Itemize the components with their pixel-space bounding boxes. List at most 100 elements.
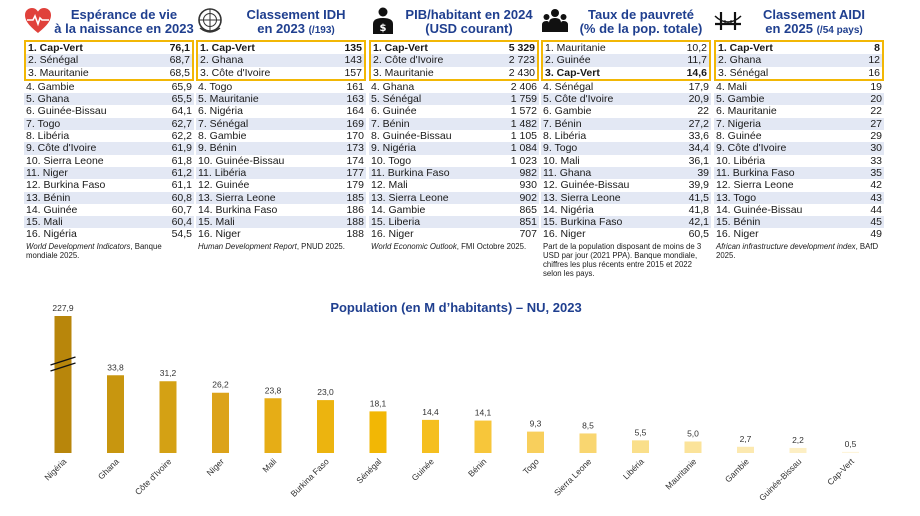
data-label: 9,3 — [530, 419, 542, 429]
panel-title: Classement IDH en 2023 (/193) — [226, 8, 366, 38]
ranking-row: 16. Niger 49 — [714, 228, 884, 241]
ranking-country: 6. Guinée — [371, 105, 417, 118]
category-label: Cap-Vert — [825, 456, 856, 487]
bar-togo — [527, 431, 544, 453]
category-label: Guinée — [409, 456, 436, 483]
ranking-country: 5. Mauritanie — [198, 93, 259, 106]
ranking-country: 9. Bénin — [198, 142, 237, 155]
ranking-row: 8. Guinée 29 — [714, 130, 884, 143]
category-label: Burkina Faso — [288, 456, 331, 499]
ranking-list: 4. Gambie 65,9 5. Ghana 65,5 6. Guinée-Bissa… — [24, 80, 194, 241]
ranking-row: 9. Bénin 173 — [196, 142, 366, 155]
ranking-country: 15. Mali — [198, 216, 235, 229]
ranking-country: 7. Sénégal — [198, 117, 249, 130]
panel-header: $ PIB/habitant en 2024 (USD courant) — [369, 4, 539, 40]
ranking-value: 34,4 — [688, 142, 709, 155]
ranking-value: 185 — [346, 191, 364, 204]
panel-header: Taux de pauvreté (% de la pop. totale) — [541, 4, 711, 40]
ranking-value: 22 — [870, 105, 882, 118]
ranking-value: 30 — [870, 142, 882, 155]
ranking-country: 4. Gambie — [26, 80, 75, 93]
source-text: , PNUD 2025. — [296, 241, 345, 251]
ranking-row: 6. Guinée-Bissau 64,1 — [24, 105, 194, 118]
panel-header: Classement AIDI en 2025 (/54 pays) — [714, 4, 884, 40]
ranking-country: 7. Nigeria — [716, 117, 761, 130]
ranking-country: 9. Côte d'Ivoire — [26, 142, 97, 155]
ranking-value: 157 — [344, 66, 362, 79]
ranking-row: 15. Burkina Faso 42,1 — [541, 216, 711, 229]
ranking-value: 22 — [697, 105, 709, 118]
ranking-value: 173 — [346, 142, 364, 155]
ranking-row: 7. Bénin 27,2 — [541, 117, 711, 131]
ranking-value: 61,2 — [171, 166, 192, 179]
ranking-row: 12. Mali 930 — [369, 179, 539, 192]
data-label: 5,5 — [635, 427, 647, 437]
ranking-value: 68,7 — [169, 54, 190, 67]
ranking-country: 7. Togo — [26, 117, 61, 130]
ranking-country: 15. Bénin — [716, 216, 761, 229]
ranking-country: 14. Guinée — [26, 203, 78, 216]
ranking-country: 4. Ghana — [371, 80, 415, 93]
people-group-icon — [541, 6, 569, 36]
ranking-value: 45 — [870, 216, 882, 229]
ranking-country: 8. Guinée-Bissau — [371, 130, 452, 143]
data-label: 18,1 — [370, 398, 387, 408]
person-money-icon: $ — [369, 6, 397, 36]
ranking-value: 902 — [519, 191, 537, 204]
ranking-country: 2. Ghana — [718, 54, 762, 67]
ranking-row: 8. Libéria 62,2 — [24, 130, 194, 143]
panel-header: Espérance de vie à la naissance en 2023 — [24, 4, 194, 40]
svg-text:$: $ — [380, 23, 387, 34]
ranking-value: 135 — [344, 42, 362, 54]
ranking-country: 16. Niger — [198, 228, 241, 241]
ranking-value: 851 — [519, 216, 537, 229]
category-label: Mauritanie — [663, 456, 698, 491]
bar-c-te-d-ivoire — [159, 381, 177, 453]
ranking-value: 5 329 — [508, 42, 535, 54]
ranking-row: 5. Sénégal 1 759 — [369, 93, 539, 106]
ranking-row: 14. Guinée-Bissau 44 — [714, 203, 884, 217]
ranking-country: 15. Mali — [26, 216, 63, 229]
data-label: 23,8 — [265, 385, 282, 395]
ranking-row: 3. Cap-Vert 14,6 — [543, 66, 709, 79]
ranking-row: 1. Cap-Vert 135 — [198, 42, 364, 55]
ranking-country: 15. Burkina Faso — [543, 216, 623, 229]
panel-title-line1: Espérance de vie — [70, 7, 178, 22]
ranking-row: 2. Côte d'Ivoire 2 723 — [371, 54, 537, 67]
panel-gdp-per-capita: $ PIB/habitant en 2024 (USD courant) 1. Cap… — [369, 4, 539, 251]
top3-highlight-box: 1. Cap-Vert 8 2. Ghana 12 3. Sénégal 16 — [714, 40, 884, 81]
axis-break-mark — [50, 356, 76, 372]
category-label: Mali — [260, 456, 278, 474]
ranking-value: 61,8 — [171, 154, 192, 167]
panel-title-line2: en 2025 — [765, 21, 813, 36]
panel-aidi-ranking: Classement AIDI en 2025 (/54 pays) 1. Cap-… — [714, 4, 884, 260]
ranking-value: 179 — [346, 179, 364, 192]
ranking-row: 4. Sénégal 17,9 — [541, 80, 711, 94]
ranking-row: 7. Nigeria 27 — [714, 117, 884, 131]
ranking-country: 8. Libéria — [543, 130, 587, 143]
panel-life-expectancy: Espérance de vie à la naissance en 2023 1.… — [24, 4, 194, 260]
ranking-row: 8. Libéria 33,6 — [541, 130, 711, 143]
ranking-country: 12. Guinée-Bissau — [543, 179, 630, 192]
ranking-value: 10,2 — [686, 42, 707, 54]
ranking-row: 7. Togo 62,7 — [24, 117, 194, 131]
ranking-country: 10. Guinée-Bissau — [198, 154, 285, 167]
ranking-value: 33 — [870, 154, 882, 167]
ranking-row: 1. Cap-Vert 8 — [716, 42, 882, 55]
ranking-row: 2. Ghana 12 — [716, 54, 882, 67]
ranking-value: 177 — [346, 166, 364, 179]
ranking-value: 76,1 — [169, 42, 190, 54]
ranking-country: 13. Bénin — [26, 191, 71, 204]
ranking-row: 14. Gambie 865 — [369, 203, 539, 217]
panel-title-line1: Classement IDH — [246, 7, 346, 22]
source-title: Human Development Report — [198, 241, 297, 251]
ranking-row: 3. Mauritanie 68,5 — [26, 66, 192, 79]
ranking-country: 8. Guinée — [716, 130, 762, 143]
ranking-value: 60,4 — [171, 216, 192, 229]
ranking-value: 61,1 — [171, 179, 192, 192]
ranking-row: 4. Togo 161 — [196, 80, 366, 94]
ranking-value: 186 — [346, 203, 364, 216]
ranking-country: 12. Mali — [371, 179, 408, 192]
population-bar-chart: Population (en M d’habitants) – NU, 2023… — [42, 300, 859, 503]
ranking-value: 8 — [874, 42, 880, 54]
